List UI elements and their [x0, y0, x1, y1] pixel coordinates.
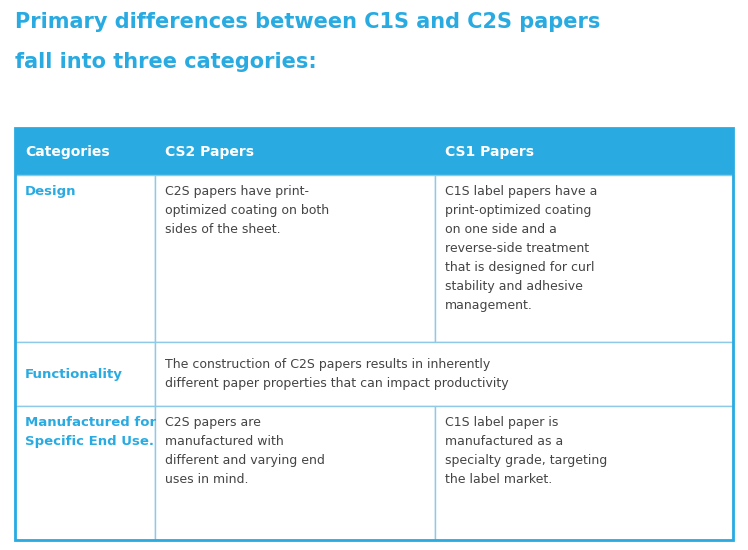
Bar — [435, 175, 733, 342]
Text: Categories: Categories — [25, 145, 110, 159]
Bar — [155, 128, 435, 175]
Text: C1S label papers have a
print-optimized coating
on one side and a
reverse-side t: C1S label papers have a print-optimized … — [445, 185, 598, 312]
Text: C2S papers are
manufactured with
different and varying end
uses in mind.: C2S papers are manufactured with differe… — [165, 416, 325, 486]
Text: CS2 Papers: CS2 Papers — [165, 145, 254, 159]
Text: Functionality: Functionality — [25, 367, 123, 381]
Text: Design: Design — [25, 185, 76, 199]
Text: The construction of C2S papers results in inherently
different paper properties : The construction of C2S papers results i… — [165, 358, 509, 390]
Text: CS1 Papers: CS1 Papers — [445, 145, 534, 159]
Text: C1S label paper is
manufactured as a
specialty grade, targeting
the label market: C1S label paper is manufactured as a spe… — [445, 416, 607, 486]
Bar — [155, 406, 435, 540]
Text: C2S papers have print-
optimized coating on both
sides of the sheet.: C2S papers have print- optimized coating… — [165, 185, 329, 236]
Bar — [155, 342, 733, 406]
Bar — [15, 175, 155, 342]
Text: Manufactured for
Specific End Use.: Manufactured for Specific End Use. — [25, 416, 156, 448]
Text: fall into three categories:: fall into three categories: — [15, 52, 316, 72]
Bar — [15, 128, 155, 175]
Text: Primary differences between C1S and C2S papers: Primary differences between C1S and C2S … — [15, 12, 601, 32]
Bar — [15, 128, 733, 540]
Bar — [15, 342, 155, 406]
Bar — [155, 175, 435, 342]
Bar — [15, 406, 155, 540]
Bar — [435, 406, 733, 540]
Bar — [435, 128, 733, 175]
